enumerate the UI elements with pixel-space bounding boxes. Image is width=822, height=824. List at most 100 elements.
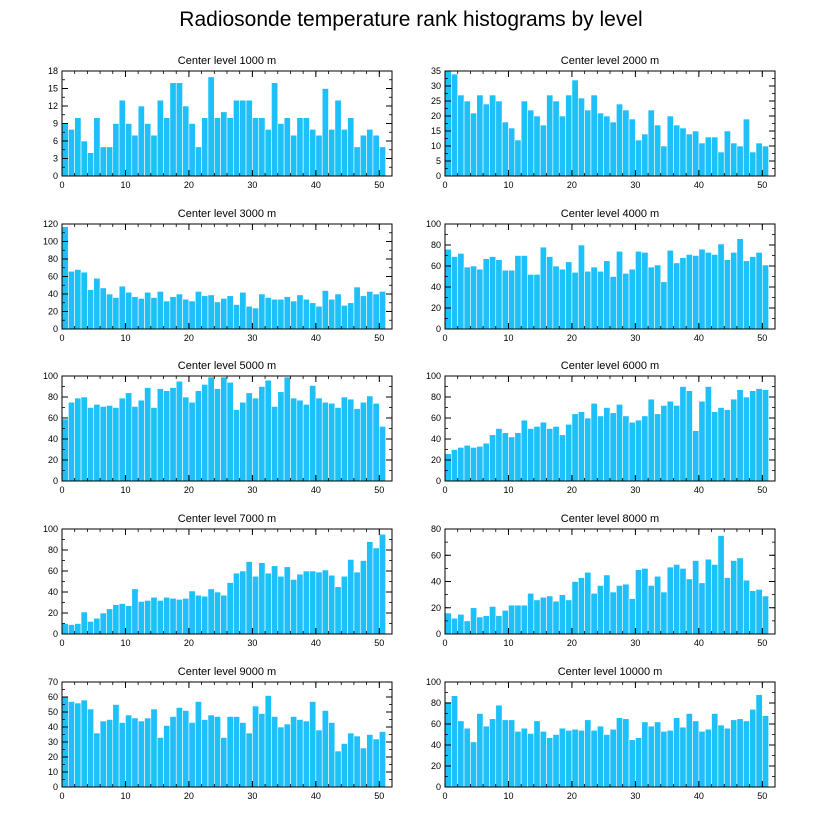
x-tick-label: 50 xyxy=(757,791,767,801)
panel-title: Center level 4000 m xyxy=(561,208,659,220)
bar xyxy=(353,408,361,482)
y-tick-label: 15 xyxy=(48,84,58,94)
bar xyxy=(68,401,75,482)
bar xyxy=(74,269,82,330)
bar xyxy=(175,293,183,330)
x-tick-label: 20 xyxy=(184,180,194,190)
x-tick-label: 20 xyxy=(184,333,194,343)
y-tick-label: 100 xyxy=(426,677,441,687)
bar xyxy=(679,127,687,177)
y-tick-label: 5 xyxy=(436,156,441,166)
bar xyxy=(150,708,158,788)
bar xyxy=(290,300,298,330)
bar xyxy=(749,708,757,788)
bar xyxy=(495,704,503,788)
bar xyxy=(118,285,126,330)
bar xyxy=(194,146,202,177)
bar xyxy=(239,722,247,788)
bar xyxy=(290,134,298,177)
bar xyxy=(685,713,693,788)
bar xyxy=(660,405,668,482)
bar xyxy=(302,117,310,177)
bar xyxy=(685,133,693,177)
bar xyxy=(457,253,465,330)
bar xyxy=(188,590,196,635)
bar xyxy=(334,293,342,330)
bar xyxy=(444,248,452,330)
bar xyxy=(347,398,355,482)
bar xyxy=(527,733,535,788)
bar xyxy=(220,111,228,177)
bar xyxy=(736,718,744,788)
bar xyxy=(80,699,88,788)
bar xyxy=(379,533,386,635)
bar xyxy=(539,731,547,788)
bar xyxy=(546,428,554,482)
bar xyxy=(457,94,465,177)
bar xyxy=(444,701,452,788)
bar xyxy=(296,719,304,788)
bar xyxy=(328,574,336,635)
bar xyxy=(692,560,700,635)
bar xyxy=(508,269,516,330)
bar xyxy=(131,406,139,482)
bar xyxy=(539,596,547,635)
bar xyxy=(546,94,554,177)
x-tick-label: 0 xyxy=(59,333,64,343)
bar xyxy=(520,604,528,635)
x-tick-label: 10 xyxy=(120,638,130,648)
bar xyxy=(106,405,114,482)
bar xyxy=(74,397,82,482)
bar xyxy=(68,624,75,635)
bar xyxy=(692,430,700,482)
bar xyxy=(296,399,304,482)
bar xyxy=(635,251,643,330)
y-tick-label: 40 xyxy=(48,722,58,732)
bar xyxy=(654,413,662,482)
y-tick-label: 70 xyxy=(48,677,58,687)
bar xyxy=(730,398,738,482)
bar xyxy=(264,129,272,177)
bar xyxy=(214,591,221,635)
bar xyxy=(692,255,700,330)
bar xyxy=(755,252,763,330)
bar xyxy=(635,737,643,788)
bar xyxy=(347,302,355,330)
bar xyxy=(68,129,75,177)
bar xyxy=(347,117,355,177)
y-tick-label: 80 xyxy=(48,392,58,402)
bar xyxy=(476,713,484,788)
y-tick-label: 10 xyxy=(431,141,441,151)
bar xyxy=(93,617,101,635)
bar xyxy=(749,256,757,330)
bar xyxy=(546,737,554,788)
bar xyxy=(353,735,361,788)
x-tick-label: 10 xyxy=(503,485,513,495)
bar xyxy=(679,257,687,330)
bar xyxy=(150,134,158,177)
bar xyxy=(252,575,260,635)
bar xyxy=(220,376,228,482)
bar xyxy=(340,396,348,482)
x-tick-label: 30 xyxy=(247,333,257,343)
y-tick-label: 20 xyxy=(48,455,58,465)
bar xyxy=(501,269,509,330)
bar xyxy=(68,701,75,788)
panel-9: Center level 9000 m 0 10 20 30 40 50 0 10 20 30 40 5… xyxy=(48,666,393,801)
bar xyxy=(520,100,528,177)
bar xyxy=(533,599,541,635)
bar xyxy=(533,426,541,482)
bar xyxy=(558,268,566,330)
y-tick-label: 80 xyxy=(48,545,58,555)
bar xyxy=(163,117,171,177)
bar xyxy=(118,603,126,635)
bar xyxy=(451,73,458,177)
bar xyxy=(622,583,630,635)
bar xyxy=(271,565,279,635)
bar xyxy=(482,258,490,330)
x-tick-label: 10 xyxy=(503,638,513,648)
bar xyxy=(245,99,253,177)
bar xyxy=(156,600,164,635)
main-title: Radiosonde temperature rank histograms b… xyxy=(179,8,643,31)
bar xyxy=(654,264,662,330)
